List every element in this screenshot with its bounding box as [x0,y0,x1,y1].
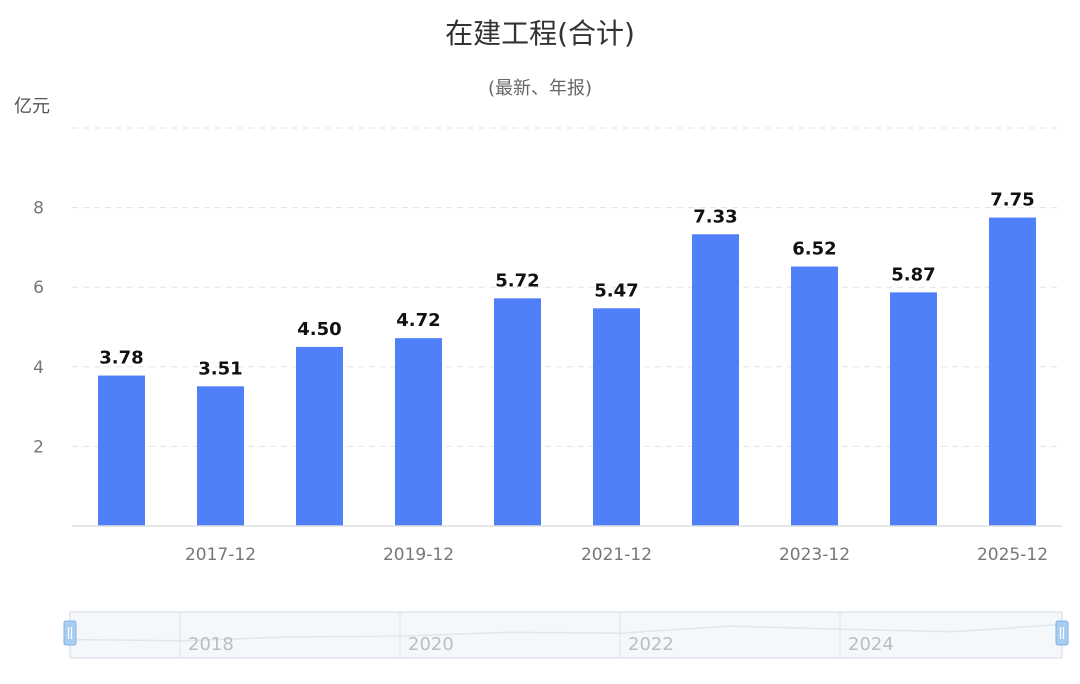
x-tick-label: 2019-12 [383,545,454,565]
y-axis-unit: 亿元 [14,96,50,117]
bars [98,217,1036,527]
bar [791,266,838,526]
handle-body[interactable] [63,620,77,646]
bar-value-label: 7.33 [693,206,737,227]
y-tick-label: 4 [33,358,44,378]
zoom-label: 2020 [408,634,454,655]
zoom-handle-left[interactable] [63,620,77,646]
zoom-label: 2018 [188,634,234,655]
y-tick-label: 6 [33,278,44,298]
y-tick-label: 2 [33,437,44,457]
chart-subtitle: (最新、年报) [487,78,593,99]
bar [98,375,145,526]
bar [890,292,937,526]
axes: 2 4 6 8 2017-12 2019-12 2021-12 2023-12 2025-12 [33,199,1062,565]
bar [197,386,244,526]
x-tick-label: 2017-12 [185,545,256,565]
handle-body[interactable] [1055,620,1069,646]
x-tick-label: 2025-12 [977,545,1048,565]
bar-value-label: 6.52 [792,239,836,260]
bar [494,298,541,526]
chart-title: 在建工程(合计) [445,17,635,50]
bar [692,234,739,527]
bar-value-label: 3.51 [198,358,242,379]
value-labels: 3.78 3.51 4.50 4.72 5.72 5.47 7.33 6.52 5.87 7.75 [99,190,1034,380]
bar-value-label: 7.75 [990,190,1034,211]
data-zoom-slider[interactable]: 2018 2020 2022 2024 [63,611,1069,659]
bar-value-label: 5.87 [891,264,935,285]
x-tick-label: 2023-12 [779,545,850,565]
bar [593,308,640,526]
bar-value-label: 3.78 [99,348,143,369]
zoom-track[interactable] [69,611,1063,659]
bar [989,217,1036,527]
x-tick-label: 2021-12 [581,545,652,565]
zoom-label: 2022 [628,634,674,655]
bar-value-label: 5.47 [594,280,638,301]
bar [296,346,343,526]
bar-value-label: 4.72 [396,310,440,331]
y-tick-label: 8 [33,199,44,219]
zoom-handle-right[interactable] [1055,620,1069,646]
bar-value-label: 5.72 [495,270,539,291]
bar [395,338,442,526]
bar-value-label: 4.50 [297,319,341,340]
zoom-preview-line [69,623,1063,642]
zoom-label: 2024 [848,634,894,655]
